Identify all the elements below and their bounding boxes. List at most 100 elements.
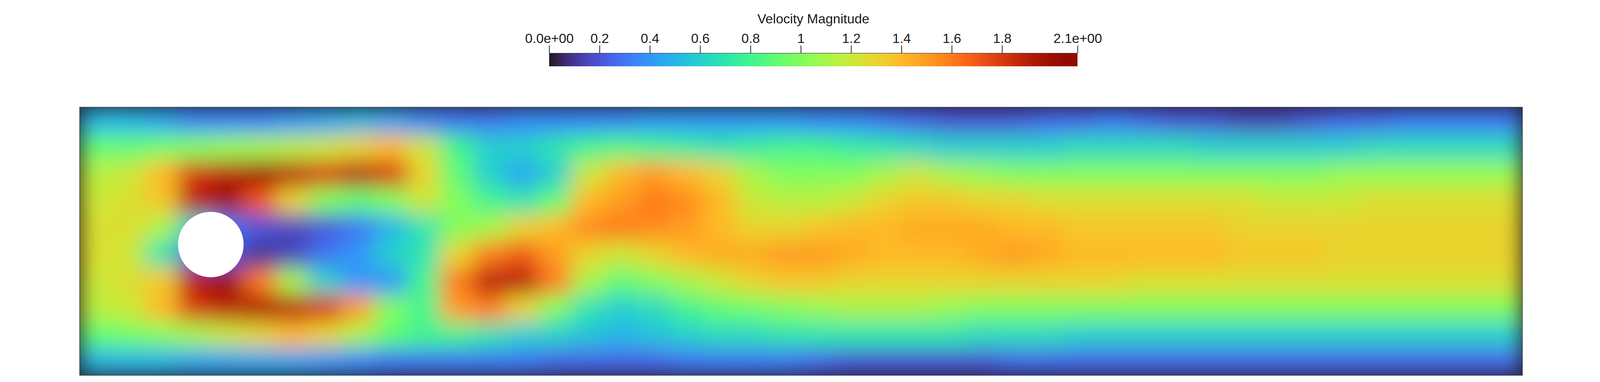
- cell: [145, 107, 179, 135]
- tick: 1.2: [841, 30, 861, 53]
- cell: [669, 321, 704, 349]
- cell: [1063, 267, 1097, 295]
- colorbar-axis: 0.0e+000.20.40.60.811.21.41.61.82.1e+00: [524, 30, 1103, 54]
- cell: [604, 133, 638, 161]
- cell: [669, 107, 704, 135]
- cell: [538, 321, 572, 349]
- colorbar-title: Velocity Magnitude: [757, 11, 870, 27]
- cell: [472, 294, 507, 322]
- cell: [702, 294, 736, 322]
- tick: 0.8: [741, 30, 760, 53]
- cell: [1259, 214, 1294, 242]
- cell: [1325, 241, 1359, 269]
- cell: [964, 187, 999, 215]
- cell: [1292, 160, 1327, 188]
- cell: [79, 107, 113, 135]
- cell: [538, 107, 572, 135]
- cell: [276, 241, 310, 269]
- cell: [440, 187, 474, 215]
- cell: [1227, 348, 1261, 376]
- cell: [505, 160, 540, 188]
- cell: [801, 187, 835, 215]
- cell: [1030, 321, 1064, 349]
- cell: [1325, 214, 1359, 242]
- cell: [440, 107, 474, 135]
- cell: [768, 214, 802, 242]
- tick-mark: [1002, 45, 1003, 53]
- cell: [79, 214, 113, 242]
- cell: [308, 267, 343, 295]
- cell: [472, 321, 507, 349]
- cell: [1095, 160, 1130, 188]
- cell: [243, 267, 277, 295]
- cell: [931, 160, 966, 188]
- cell: [997, 294, 1031, 322]
- cell: [735, 348, 769, 376]
- cell: [1489, 294, 1523, 322]
- cell: [145, 241, 179, 269]
- cell: [604, 214, 638, 242]
- cell: [1456, 214, 1490, 242]
- cell: [964, 133, 999, 161]
- cell: [145, 294, 179, 322]
- cell: [997, 241, 1031, 269]
- cell: [440, 267, 474, 295]
- cell: [1095, 214, 1130, 242]
- cell: [374, 160, 408, 188]
- cell: [833, 267, 867, 295]
- cell: [1227, 107, 1261, 135]
- cell: [1358, 214, 1392, 242]
- cell: [1489, 267, 1523, 295]
- cell: [112, 160, 146, 188]
- cell: [899, 267, 933, 295]
- cell: [735, 321, 769, 349]
- cell: [407, 160, 441, 188]
- cell: [440, 321, 474, 349]
- cell: [1358, 107, 1392, 135]
- cell: [243, 187, 277, 215]
- cell: [210, 107, 244, 135]
- cell: [768, 187, 802, 215]
- cell: [1358, 133, 1392, 161]
- cell: [1292, 187, 1327, 215]
- cell: [1194, 214, 1228, 242]
- cell: [571, 133, 605, 161]
- cell: [702, 187, 736, 215]
- cell: [145, 348, 179, 376]
- cell: [1030, 187, 1064, 215]
- cell: [571, 187, 605, 215]
- cell: [505, 133, 540, 161]
- cell: [1227, 294, 1261, 322]
- cell: [636, 294, 671, 322]
- cell: [669, 294, 704, 322]
- cell: [571, 348, 605, 376]
- cell: [604, 107, 638, 135]
- cell: [472, 133, 507, 161]
- cell: [79, 187, 113, 215]
- cell: [636, 267, 671, 295]
- cell: [735, 214, 769, 242]
- cell: [1063, 160, 1097, 188]
- cell: [210, 321, 244, 349]
- tick: 0.6: [690, 30, 710, 53]
- cell: [1456, 294, 1490, 322]
- cell: [177, 160, 211, 188]
- cylinder: [178, 211, 244, 278]
- cell: [374, 241, 408, 269]
- cell: [276, 321, 310, 349]
- cell: [801, 160, 835, 188]
- cell: [1489, 160, 1523, 188]
- cell: [1325, 187, 1359, 215]
- cell: [1161, 107, 1196, 135]
- cell: [1063, 187, 1097, 215]
- cell: [505, 348, 540, 376]
- cell: [1161, 241, 1196, 269]
- cell: [308, 321, 343, 349]
- cell: [899, 160, 933, 188]
- cell: [112, 214, 146, 242]
- cell: [931, 241, 966, 269]
- cell: [702, 348, 736, 376]
- cell: [768, 107, 802, 135]
- cell: [801, 267, 835, 295]
- cell: [1424, 187, 1458, 215]
